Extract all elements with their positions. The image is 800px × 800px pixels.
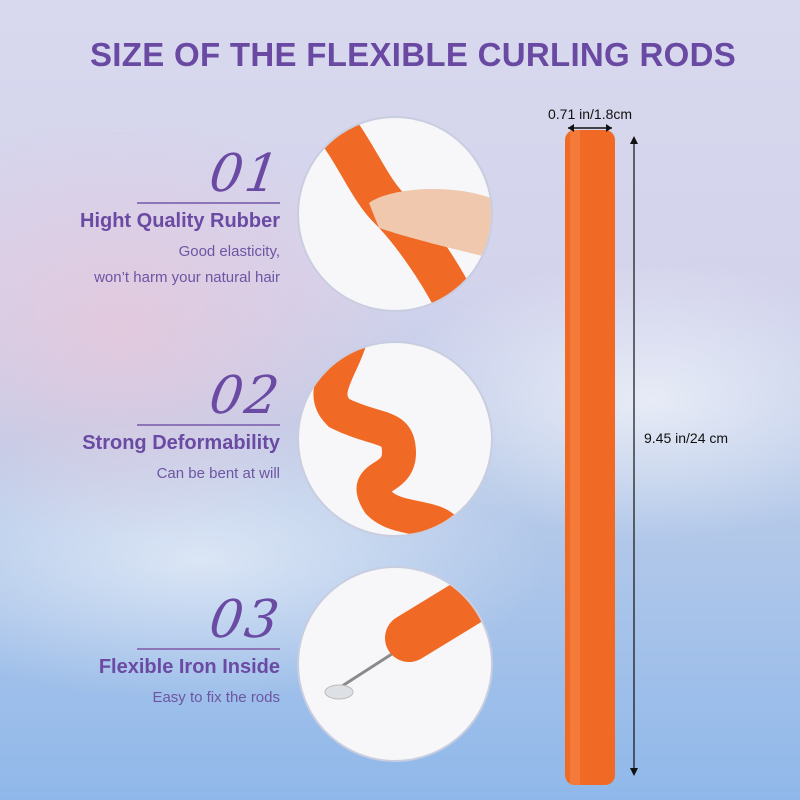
description-line: Can be bent at will: [156, 465, 280, 482]
feature-number: 03: [205, 590, 285, 650]
bent-rod-photo: [297, 341, 493, 537]
width-label: 0.71 in/1.8cm: [548, 106, 633, 122]
divider: [137, 648, 280, 650]
feature-3: 03 Flexible Iron Inside Easy to fix the …: [0, 590, 285, 711]
feature-description: Good elasticity, won’t harm your natural…: [0, 239, 280, 291]
length-label: 9.45 in/24 cm: [644, 430, 729, 446]
feature-heading: Flexible Iron Inside: [98, 656, 280, 678]
description-line: Good elasticity,: [178, 243, 280, 260]
feature-heading: Hight Quality Rubber: [80, 210, 280, 232]
rod-diagram: [565, 124, 638, 785]
feature-number: 01: [205, 144, 285, 204]
feature-2: 02 Strong Deformability Can be bent at w…: [0, 366, 285, 487]
feature-heading: Strong Deformability: [82, 432, 280, 454]
description-line: won’t harm your natural hair: [94, 269, 280, 286]
divider: [137, 202, 280, 204]
feature-description: Can be bent at will: [0, 461, 280, 487]
feature-1: 01 Hight Quality Rubber Good elasticity,…: [0, 144, 285, 291]
description-line: Easy to fix the rods: [152, 689, 280, 706]
iron-inside-photo: [297, 566, 493, 762]
rubber-squeeze-photo: [297, 116, 493, 312]
feature-number: 02: [205, 366, 285, 426]
feature-description: Easy to fix the rods: [0, 685, 280, 711]
divider: [137, 424, 280, 426]
page-title: SIZE OF THE FLEXIBLE CURLING RODS: [89, 36, 737, 73]
